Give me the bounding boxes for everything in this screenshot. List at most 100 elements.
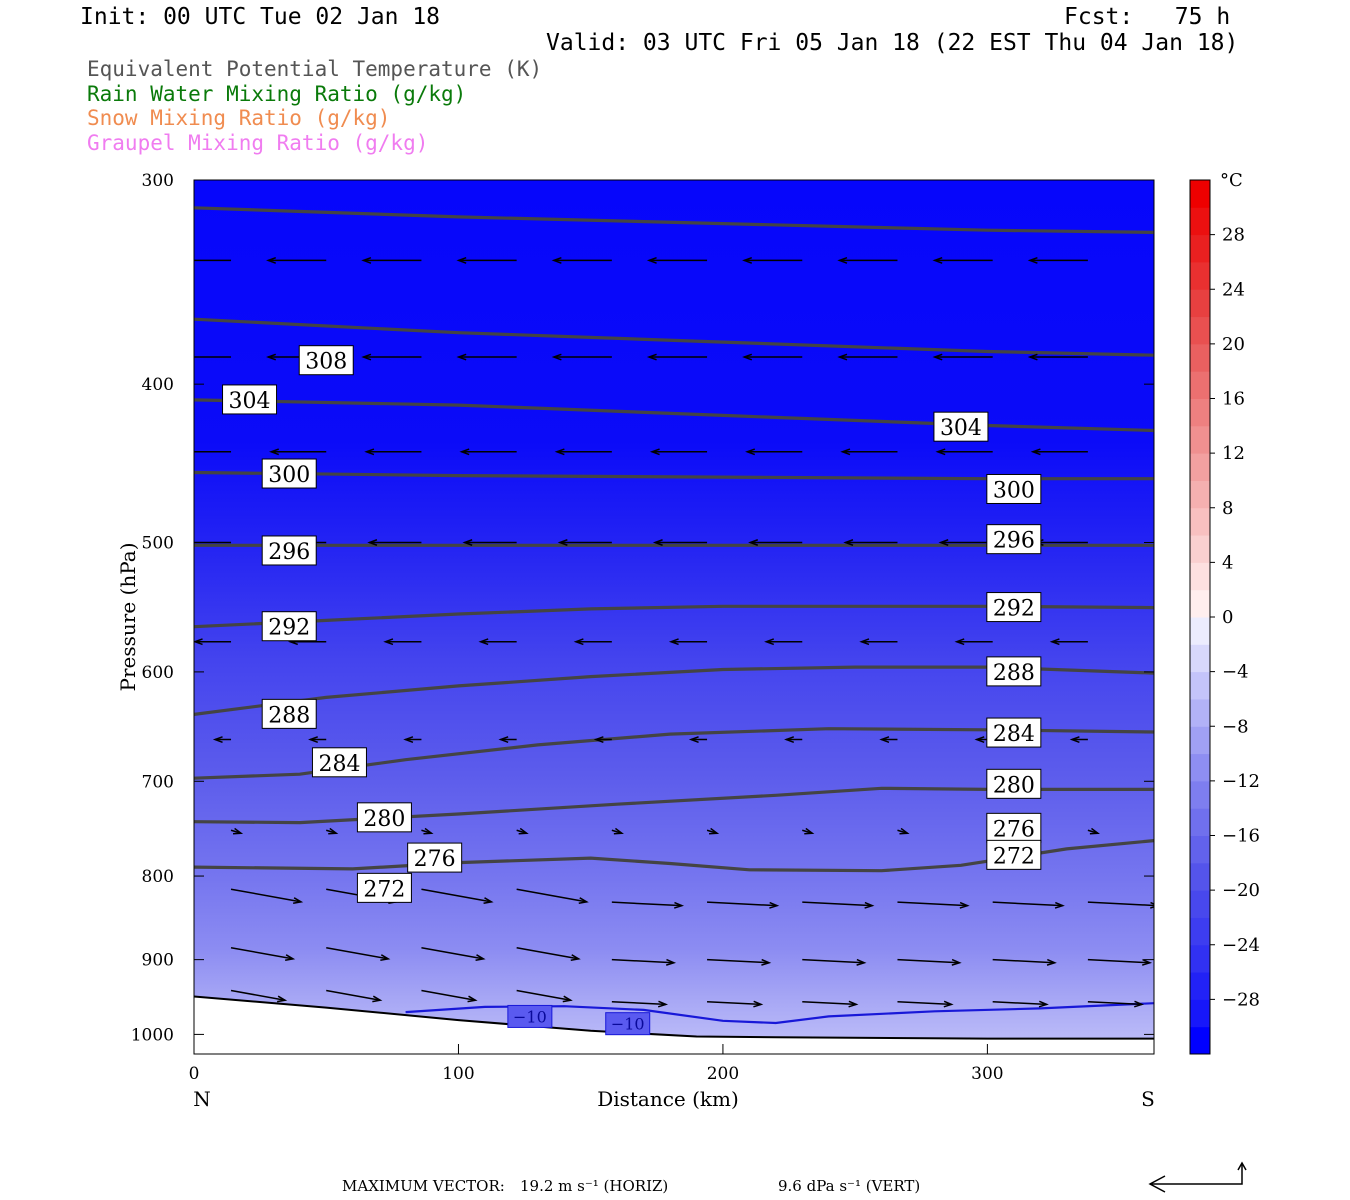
theta-e-contour-276 bbox=[194, 786, 1154, 825]
wind-vector-head bbox=[938, 539, 949, 546]
wind-vector-head bbox=[593, 736, 604, 743]
theta-e-label-box bbox=[356, 802, 412, 833]
x-tick-label: 300 bbox=[971, 1064, 1003, 1084]
wind-vector bbox=[364, 448, 422, 456]
isotherm-label: −10 bbox=[611, 1015, 645, 1034]
colorbar-swatch bbox=[1190, 261, 1210, 290]
wind-vector-head bbox=[383, 638, 394, 646]
wind-vector bbox=[784, 736, 803, 743]
colorbar-swatch bbox=[1190, 671, 1210, 700]
wind-vector-head bbox=[232, 827, 244, 835]
colorbar-swatch bbox=[1190, 453, 1210, 481]
wind-vector bbox=[326, 827, 339, 835]
field-label-rain-water: Rain Water Mixing Ratio (g/kg) bbox=[87, 82, 467, 106]
wind-vector-shaft bbox=[1087, 958, 1150, 964]
theta-e-label: 288 bbox=[993, 661, 1035, 686]
theta-e-label-box bbox=[261, 458, 317, 489]
theta-e-label-box bbox=[986, 839, 1042, 870]
wind-vector-head bbox=[843, 539, 854, 546]
wind-vector bbox=[308, 736, 327, 743]
wind-vector bbox=[802, 958, 867, 966]
wind-vector-head bbox=[1027, 353, 1038, 361]
wind-vector-shaft bbox=[230, 946, 294, 960]
wind-vector bbox=[1087, 901, 1154, 909]
wind-vector-head bbox=[769, 901, 780, 909]
wind-vector bbox=[611, 1000, 669, 1008]
theta-e-label: 280 bbox=[363, 807, 405, 832]
wind-vector-head bbox=[646, 256, 657, 264]
wind-vector-head bbox=[954, 638, 965, 646]
wind-vector-shaft bbox=[992, 1000, 1047, 1006]
wind-vector-head bbox=[554, 448, 565, 456]
wind-vector bbox=[326, 946, 391, 961]
wind-vector bbox=[932, 256, 993, 264]
wind-vector bbox=[230, 989, 288, 1003]
wind-vector bbox=[456, 353, 517, 361]
wind-vector bbox=[173, 354, 232, 359]
wind-vector-head bbox=[1150, 901, 1154, 909]
wind-vector-head bbox=[1142, 958, 1153, 966]
wind-vector-shaft bbox=[897, 901, 968, 907]
wind-vector-head bbox=[1089, 827, 1100, 835]
plot-frame bbox=[193, 179, 1155, 1055]
wind-vector-head bbox=[372, 995, 383, 1003]
theta-e-contour-296 bbox=[194, 470, 1154, 481]
colorbar-label: 16 bbox=[1222, 389, 1245, 410]
theta-e-contour-300 bbox=[194, 398, 1154, 433]
wind-vector-head bbox=[467, 995, 478, 1003]
colorbar-swatch bbox=[1190, 862, 1210, 891]
field-label-snow: Snow Mixing Ratio (g/kg) bbox=[87, 106, 391, 130]
theta-e-label-box bbox=[356, 872, 412, 903]
y-tick-label: 700 bbox=[142, 772, 174, 792]
theta-e-label: 284 bbox=[993, 722, 1035, 747]
wind-vector-head bbox=[285, 954, 296, 961]
wind-vector-head bbox=[173, 354, 181, 359]
wind-vector-head bbox=[1030, 448, 1041, 456]
wind-vector bbox=[266, 256, 327, 264]
wind-vector-head bbox=[423, 827, 434, 835]
colorbar-swatch bbox=[1190, 835, 1210, 864]
wind-vector-shaft bbox=[611, 1000, 666, 1006]
colorbar-swatch bbox=[1190, 780, 1210, 809]
colorbar-swatch bbox=[1190, 343, 1210, 372]
colorbar-label: 28 bbox=[1222, 225, 1245, 246]
wind-vector bbox=[646, 353, 708, 361]
wind-vector bbox=[194, 638, 232, 646]
theta-e-label-box bbox=[261, 698, 317, 729]
wind-vector-head bbox=[709, 827, 720, 835]
colorbar-label: −20 bbox=[1222, 880, 1260, 901]
colorbar-unit: °C bbox=[1220, 170, 1243, 191]
wind-vector bbox=[554, 448, 612, 456]
wind-vector-head bbox=[804, 827, 815, 835]
wind-vector bbox=[859, 638, 898, 646]
wind-vector bbox=[764, 638, 803, 646]
wind-vector-head bbox=[899, 827, 910, 835]
theta-e-label-box bbox=[261, 535, 317, 566]
wind-vector-head bbox=[179, 540, 187, 545]
colorbar-label: 12 bbox=[1222, 443, 1245, 464]
wind-vector-shaft bbox=[802, 958, 865, 964]
theta-e-label-box bbox=[933, 411, 989, 442]
wind-vector-head bbox=[848, 1000, 859, 1008]
theta-e-label-box bbox=[986, 656, 1042, 687]
wind-vector-head bbox=[551, 256, 562, 264]
wind-vector-head bbox=[456, 353, 467, 361]
wind-vector bbox=[843, 539, 898, 546]
colorbar-swatch bbox=[1190, 207, 1210, 236]
wind-vector bbox=[1087, 1000, 1145, 1008]
wind-vector bbox=[992, 901, 1065, 909]
wind-vector-head bbox=[742, 353, 753, 361]
wind-vector bbox=[459, 448, 517, 456]
endpoint-right: S bbox=[1141, 1087, 1155, 1111]
wind-vector-shaft bbox=[611, 958, 674, 964]
colorbar-label: −8 bbox=[1222, 716, 1249, 737]
colorbar-swatch bbox=[1190, 999, 1210, 1028]
isotherm-label: −10 bbox=[513, 1007, 547, 1026]
colorbar-swatch bbox=[1190, 698, 1210, 727]
colorbar-swatch bbox=[1190, 507, 1210, 536]
colorbar-label: −24 bbox=[1222, 935, 1260, 956]
wind-vector-head bbox=[1038, 1000, 1049, 1008]
wind-vector bbox=[897, 958, 962, 966]
wind-vector bbox=[992, 1000, 1049, 1008]
wind-vector-shaft bbox=[992, 901, 1063, 907]
